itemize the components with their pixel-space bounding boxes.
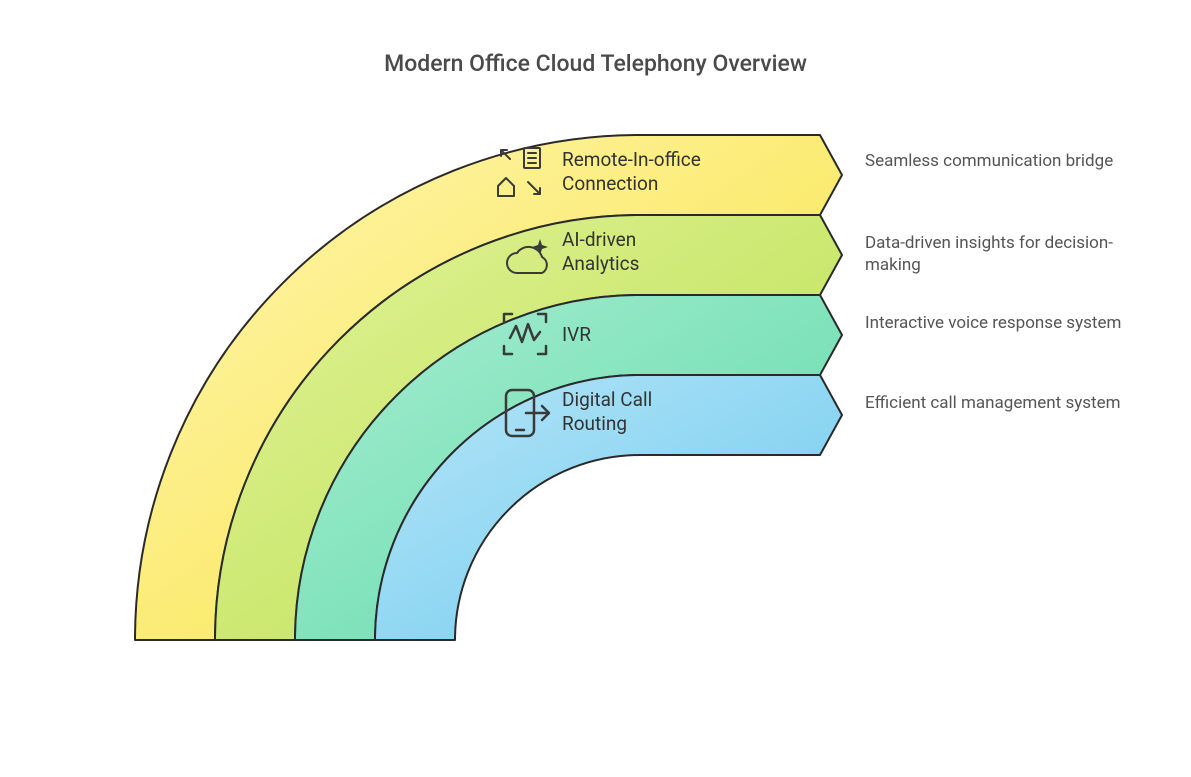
layer-routing-label: Digital Call Routing xyxy=(562,388,652,436)
layer-remote-desc: Seamless communication bridge xyxy=(865,150,1125,172)
layer-ai-desc: Data-driven insights for decision-making xyxy=(865,232,1125,276)
layer-ivr-desc: Interactive voice response system xyxy=(865,312,1125,334)
layer-remote-label: Remote-In-office Connection xyxy=(562,148,701,196)
layer-ai-label: AI-driven Analytics xyxy=(562,228,639,276)
layer-routing-desc: Efficient call management system xyxy=(865,392,1125,414)
layer-ivr-label: IVR xyxy=(562,323,591,347)
